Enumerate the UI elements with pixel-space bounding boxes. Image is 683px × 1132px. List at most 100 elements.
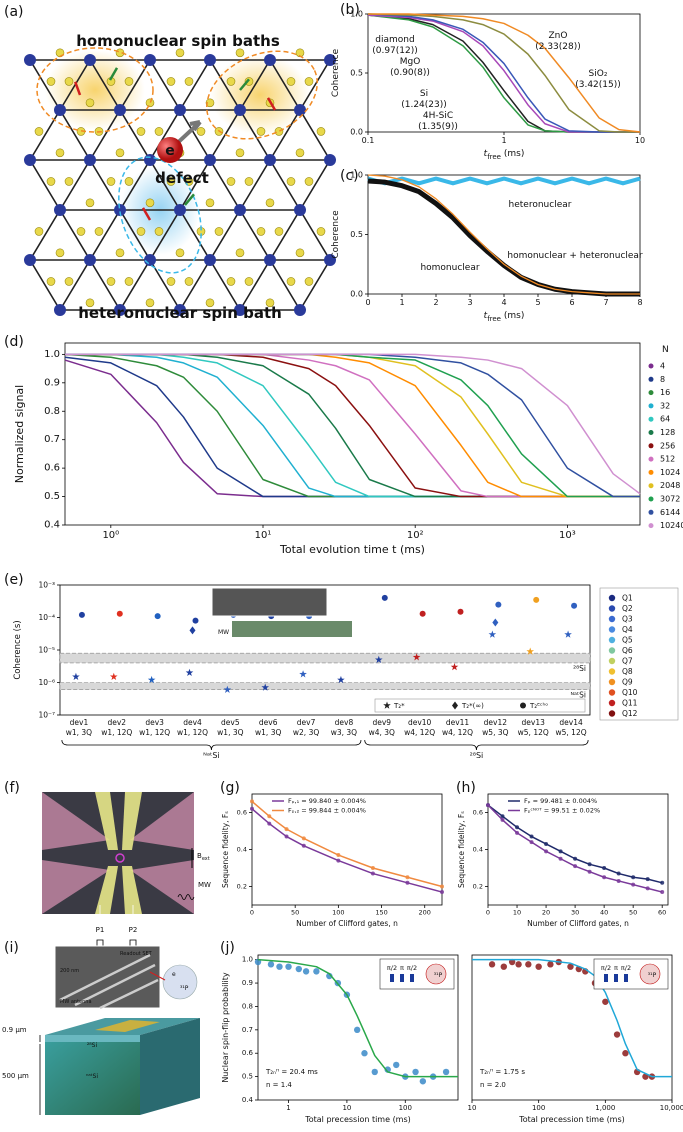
- lattice-atom: [256, 227, 266, 236]
- gate-region: [122, 792, 142, 850]
- lattice-atom: [85, 98, 95, 108]
- lattice-atom: [85, 298, 95, 308]
- legend-label: 2048: [660, 481, 680, 490]
- data-point: [284, 827, 289, 832]
- lattice-atom: [175, 48, 185, 58]
- inset-image: [232, 621, 352, 637]
- panel-label: (g): [220, 780, 240, 796]
- legend-label: Fₚ,₁ = 99.840 ± 0.004%: [288, 797, 366, 805]
- bond: [119, 109, 151, 161]
- x-tick-label: 100: [532, 1104, 545, 1112]
- series-note: (2.33(28)): [535, 42, 581, 52]
- data-point: [515, 825, 520, 830]
- bond: [59, 259, 91, 311]
- bond: [209, 259, 241, 311]
- mw-label: MW: [198, 881, 211, 889]
- lattice-atom: [316, 127, 326, 136]
- lattice-atom: [295, 148, 305, 158]
- bond: [299, 59, 331, 111]
- data-point: [573, 856, 578, 861]
- data-point: [631, 882, 636, 887]
- panel-label: (a): [4, 4, 24, 20]
- pulse: [410, 974, 414, 982]
- series-label: SiO₂: [589, 69, 608, 79]
- inset-label: π/2: [621, 964, 631, 972]
- data-point: [602, 866, 607, 870]
- bond: [29, 259, 61, 311]
- lattice-atom: [304, 177, 314, 186]
- lattice-atom: [205, 198, 215, 208]
- bond: [149, 209, 181, 261]
- x-tick-sublabel: w1, 12Q: [139, 728, 170, 737]
- series-line: [487, 804, 663, 893]
- y-tick-label: 0.5: [242, 1073, 253, 1081]
- panel-label: (f): [4, 780, 20, 796]
- series-note: (3.42(15)): [575, 80, 621, 90]
- data-point: [602, 998, 609, 1005]
- bond: [179, 259, 211, 311]
- lattice-atom: [144, 254, 156, 266]
- series-line: [65, 353, 640, 498]
- x-tick-label: 10³: [559, 530, 576, 541]
- group-label: ²⁸Si: [470, 751, 484, 760]
- lattice-atom: [115, 248, 125, 258]
- spin-bath-outline: [36, 47, 154, 133]
- lattice-atom: [234, 304, 246, 316]
- x-tick-label: dev1: [70, 718, 89, 727]
- bond: [269, 159, 301, 211]
- lattice-atom: [136, 127, 146, 136]
- lattice-atom: [264, 154, 276, 166]
- y-tick-label: 1.0: [350, 171, 363, 180]
- series-line: [368, 13, 641, 133]
- lattice-atom: [64, 77, 74, 86]
- lattice-atom: [46, 277, 56, 286]
- legend-label: 128: [660, 428, 675, 437]
- legend-swatch: [608, 678, 616, 686]
- data-point: [109, 672, 118, 681]
- series-label: MgO: [400, 57, 421, 67]
- lattice-atom: [115, 148, 125, 158]
- lattice-atom: [196, 127, 206, 136]
- lattice-atom: [226, 177, 236, 186]
- mw-signal: [177, 894, 195, 900]
- lattice-atom: [304, 277, 314, 286]
- series-line: [367, 176, 641, 186]
- lattice-atom: [265, 198, 275, 208]
- bond: [89, 159, 121, 211]
- lattice-atom: [85, 198, 95, 208]
- inset-label: π: [400, 964, 404, 972]
- spin-bath-glow: [210, 55, 310, 135]
- label: homonuclear spin baths: [76, 32, 280, 50]
- x-axis-label-part: free: [487, 153, 501, 161]
- y-tick-label: 0.5: [350, 69, 363, 78]
- lattice-atom: [46, 77, 56, 86]
- lattice-atom: [154, 227, 164, 236]
- data-point: [185, 668, 194, 676]
- data-point: [488, 630, 497, 638]
- lattice-atom: [174, 304, 186, 316]
- annotation: n = 2.0: [480, 1081, 506, 1089]
- bond: [149, 109, 181, 161]
- lattice-atom: [234, 104, 246, 116]
- legend-swatch: [648, 509, 654, 515]
- lattice-atom: [205, 298, 215, 308]
- bond: [269, 59, 301, 111]
- x-tick-sublabel: w4, 3Q: [369, 728, 395, 737]
- data-point: [547, 961, 554, 968]
- legend-label: 10240: [660, 521, 683, 530]
- series-line: [65, 353, 640, 498]
- data-point: [412, 1068, 419, 1076]
- inset-label: π: [614, 964, 618, 972]
- lattice-atom: [54, 204, 66, 216]
- x-tick-label: 4: [501, 298, 506, 307]
- x-tick-label: 8: [637, 298, 642, 307]
- y-axis-label: Normalized signal: [13, 385, 26, 483]
- lattice-atom: [286, 277, 296, 286]
- bond: [59, 159, 91, 211]
- y-tick-label: 10⁻⁴: [38, 613, 55, 622]
- cube-side: [140, 1018, 200, 1115]
- lattice-atom: [244, 277, 254, 286]
- x-tick-label: dev5: [221, 718, 240, 727]
- series-line: [65, 353, 640, 498]
- y-axis-label: Nuclear spin-flip probability: [221, 972, 230, 1083]
